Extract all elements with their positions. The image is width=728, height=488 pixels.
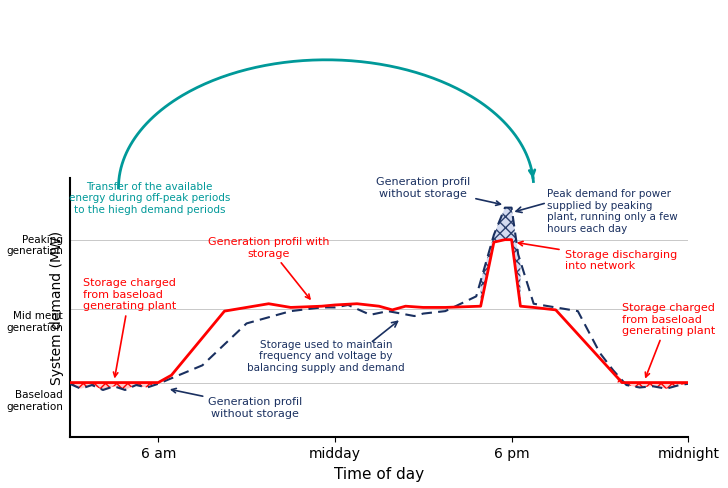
Text: Peaking
generation: Peaking generation: [7, 234, 63, 256]
Y-axis label: System demand (MW): System demand (MW): [50, 231, 64, 385]
Text: Storage charged
from baseload
generating plant: Storage charged from baseload generating…: [622, 302, 715, 377]
Text: Storage charged
from baseload
generating plant: Storage charged from baseload generating…: [83, 278, 176, 377]
Text: Transfer of the available
energy during off-peak periods
to the hiegh demand per: Transfer of the available energy during …: [68, 181, 230, 214]
Text: Storage used to maintain
frequency and voltage by
balancing supply and demand: Storage used to maintain frequency and v…: [248, 339, 405, 372]
Text: Peak demand for power
supplied by peaking
plant, running only a few
hours each d: Peak demand for power supplied by peakin…: [547, 188, 678, 233]
Text: Generation profil
without storage: Generation profil without storage: [172, 388, 303, 418]
Text: Generation profil with
storage: Generation profil with storage: [208, 237, 329, 299]
Text: Storage discharging
into network: Storage discharging into network: [518, 242, 677, 271]
Text: Generation profil
without storage: Generation profil without storage: [376, 177, 500, 206]
Text: Mid merit
generation: Mid merit generation: [7, 310, 63, 332]
X-axis label: Time of day: Time of day: [334, 466, 424, 481]
Text: Baseload
generation: Baseload generation: [7, 389, 63, 411]
